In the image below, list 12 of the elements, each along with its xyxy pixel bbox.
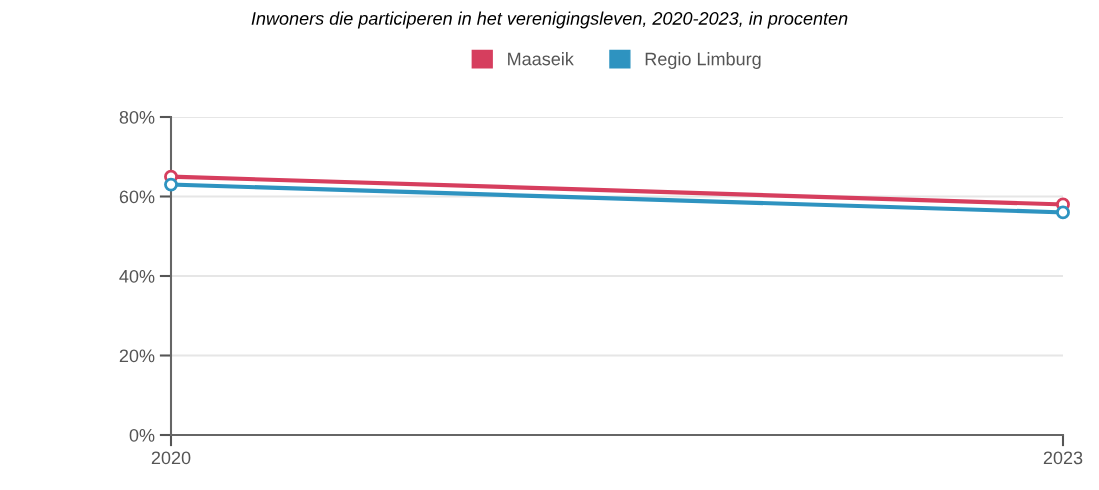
- point: [164, 177, 178, 192]
- x-tick-label: 2023: [1043, 451, 1083, 465]
- legend-label: Regio Limburg: [645, 52, 761, 69]
- legend-label: Maaseik: [508, 52, 574, 66]
- y-tick-label: 80%: [119, 110, 155, 124]
- y-tick-label: 0%: [129, 428, 155, 442]
- y-tick-label: 60%: [119, 190, 155, 204]
- point: [1056, 205, 1070, 220]
- chart-title: Inwoners die participeren in het verenigingsleven, 2020-2023, in procenten: [251, 11, 848, 29]
- y-tick-label: 20%: [119, 349, 155, 363]
- x-tick-label: 2020: [151, 451, 191, 465]
- y-tick-label: 40%: [119, 269, 155, 283]
